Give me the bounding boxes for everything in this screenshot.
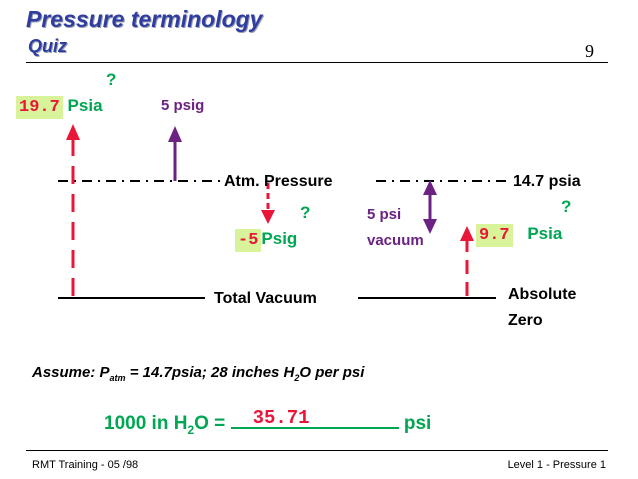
assumption-text: Assume: Patm = 14.7psia; 28 inches H2O p… [32, 364, 364, 383]
mid-question: ? [300, 203, 311, 222]
psig-label: 5 psig [161, 97, 205, 114]
left-red-arrow-head [66, 124, 80, 140]
mid-red-arrow-head [261, 210, 275, 224]
mid-value: -5 [235, 229, 262, 252]
footer-right: Level 1 - Pressure 1 [507, 459, 606, 471]
atm-pressure-label: Atm. Pressure [224, 173, 333, 190]
mid-answer: -5 Psig [235, 229, 298, 252]
top-left-answer: 19.7 Psia [16, 96, 103, 119]
top-left-value: 19.7 [16, 96, 63, 119]
assume-sub2: 2 [294, 373, 300, 383]
slide-subtitle: Quiz [28, 36, 67, 56]
right-answer: 9.7 Psia [476, 224, 563, 247]
equation-sub: 2 [187, 422, 195, 437]
equation-unit: psi [398, 413, 432, 434]
absolute-zero-line2: Zero [508, 312, 543, 329]
total-vacuum-label: Total Vacuum [214, 290, 317, 307]
mid-unit: Psig [261, 229, 298, 248]
top-left-unit: Psia [67, 96, 103, 115]
vacuum-arrow-head-down [423, 219, 437, 234]
bottom-divider [26, 450, 608, 451]
page-number: 9 [585, 41, 594, 61]
right-question: ? [561, 197, 572, 216]
answer-value: 35.71 [252, 407, 310, 429]
assume-suffix: O per psi [299, 364, 365, 381]
assume-sub: atm [109, 373, 126, 383]
right-unit: Psia [527, 224, 563, 243]
assume-prefix: Assume: P [32, 364, 110, 381]
top-left-question: ? [106, 70, 117, 89]
vacuum-label-line2: vacuum [367, 232, 424, 249]
psig-arrow-head [168, 126, 182, 142]
quiz-equation: 1000 in H2O = 35.71 psi [104, 407, 432, 437]
vacuum-arrow-head-up [423, 180, 437, 195]
equation-left: 1000 in H [104, 413, 188, 434]
slide-title-text: Pressure terminology [26, 6, 263, 32]
equation-middle: O = [194, 413, 231, 434]
absolute-zero-line1: Absolute [508, 286, 577, 303]
top-divider [26, 62, 608, 63]
atm-pressure-value: 14.7 psia [513, 173, 581, 190]
slide-title: Pressure terminology [26, 6, 262, 33]
right-value: 9.7 [476, 224, 513, 247]
assume-middle: = 14.7psia; 28 inches H [125, 364, 295, 381]
footer-left: RMT Training - 05 /98 [32, 459, 139, 471]
right-red-arrow-head [460, 226, 474, 241]
answer-blank: 35.71 [230, 407, 399, 429]
vacuum-label-line1: 5 psi [367, 206, 402, 223]
